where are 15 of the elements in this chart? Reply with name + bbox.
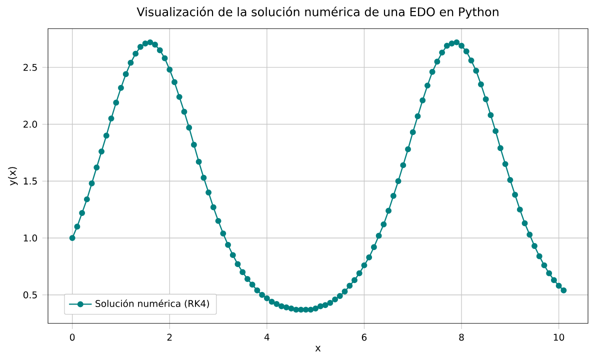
x-tick-label: 6 <box>362 334 367 341</box>
x-tick-label: 4 <box>264 334 270 340</box>
x-tick-label: 2 <box>167 334 172 341</box>
y-axis-title: y(x) <box>8 167 18 186</box>
y-tick-label: 0.5 <box>23 291 37 298</box>
x-tick-label: 8 <box>459 334 464 341</box>
legend-label: Solución numérica (RK4) <box>96 299 209 308</box>
chart-title: Visualización de la solución numérica de una EDO en Python <box>136 6 498 19</box>
x-tick-label: 0 <box>70 334 75 341</box>
y-tick-label: 2.5 <box>24 64 37 71</box>
y-tick-label: 1.5 <box>24 178 37 185</box>
y-tick-label: 1.0 <box>24 234 38 242</box>
x-axis-title: x <box>315 346 321 352</box>
x-tick-label: 10 <box>554 334 564 341</box>
y-tick-label: 2.0 <box>24 120 38 128</box>
